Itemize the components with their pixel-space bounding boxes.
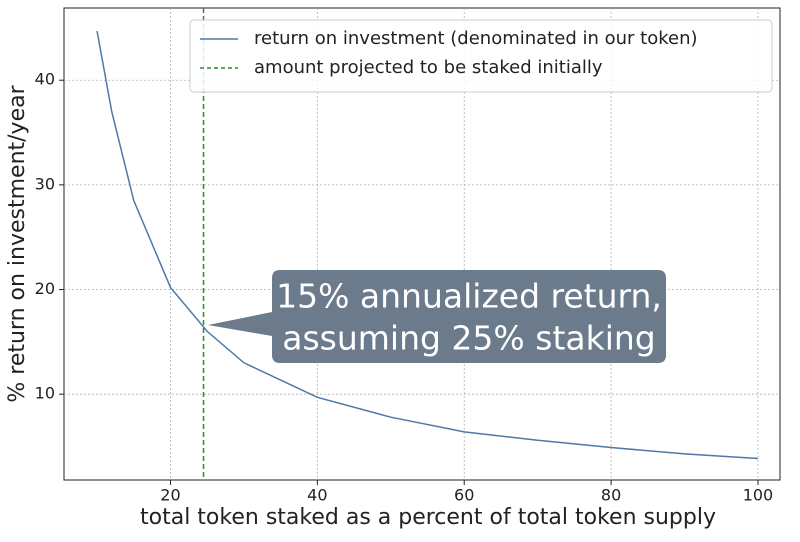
- x-tick-label: 100: [743, 486, 774, 505]
- x-tick-label: 20: [160, 486, 180, 505]
- line-series: [96, 30, 759, 460]
- x-tick-label: 60: [454, 486, 474, 505]
- legend: return on investment (denominated in our…: [189, 19, 773, 93]
- x-tick-label: 80: [601, 486, 621, 505]
- x-tick-label: 40: [307, 486, 327, 505]
- annotation-callout: 15% annualized return,assuming 25% staki…: [208, 270, 666, 363]
- legend-label: return on investment (denominated in our…: [254, 28, 698, 49]
- callout-box: [208, 270, 666, 363]
- annotation-text: assuming 25% staking: [282, 319, 656, 358]
- x-axis-label: total token staked as a percent of total…: [140, 505, 716, 530]
- y-tick-label: 40: [35, 70, 55, 89]
- plot-frame: [63, 7, 781, 481]
- legend-box: [189, 19, 773, 93]
- y-tick-label: 20: [35, 279, 55, 298]
- y-tick-label: 10: [35, 384, 55, 403]
- y-tick-label: 30: [35, 174, 55, 193]
- legend-label: amount projected to be staked initially: [254, 57, 603, 78]
- annotation-text: 15% annualized return,: [276, 277, 662, 316]
- y-axis-label: % return on investment/year: [5, 84, 30, 402]
